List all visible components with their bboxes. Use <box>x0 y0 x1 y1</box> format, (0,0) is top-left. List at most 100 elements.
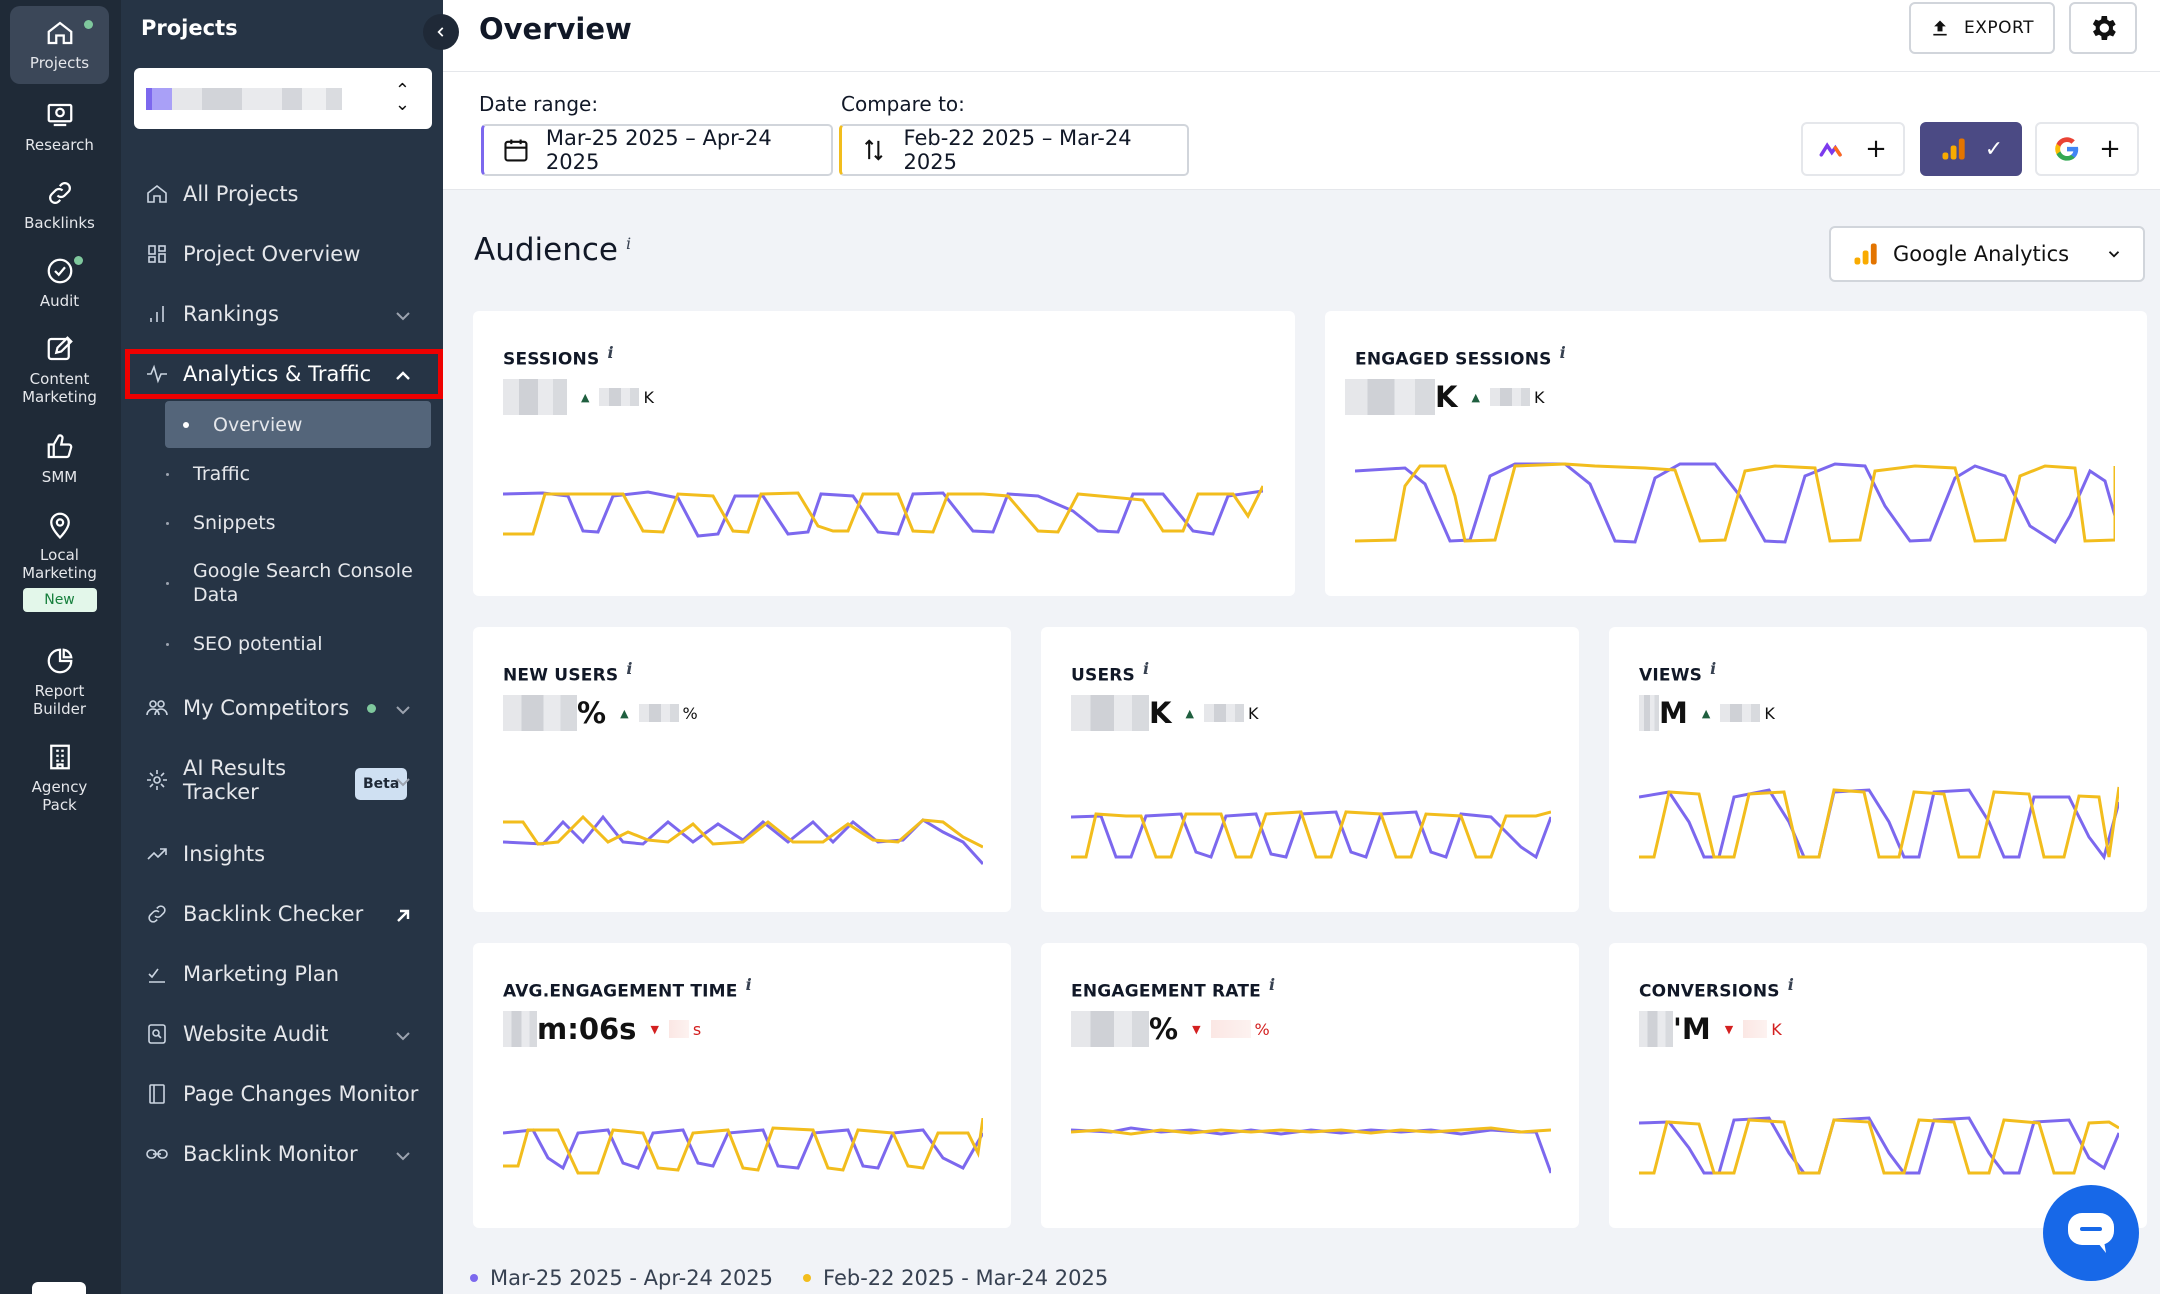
redacted-value <box>1071 695 1149 731</box>
add-semrush-source-button[interactable]: + <box>1801 122 1905 176</box>
nav-label: Analytics & Traffic <box>183 362 372 386</box>
settings-button[interactable] <box>2069 2 2137 54</box>
bullet <box>166 521 169 525</box>
upload-icon <box>1933 20 1947 36</box>
chevron-down-icon <box>396 1152 410 1161</box>
date-range-picker[interactable]: Mar-25 2025 – Apr-24 2025 <box>481 124 833 176</box>
card-value: K ▲ K <box>1345 379 1544 415</box>
card-value: M ▲ K <box>1639 695 1775 731</box>
nav-analytics-traffic[interactable]: Analytics & Traffic <box>145 354 435 394</box>
info-icon[interactable]: i <box>625 233 632 253</box>
change-suffix: K <box>1533 387 1545 407</box>
nav-marketing-plan[interactable]: Marketing Plan <box>145 954 435 994</box>
dashboard-icon <box>148 245 166 263</box>
card-title-text: CONVERSIONS <box>1639 981 1780 1002</box>
views-sparkline <box>1639 786 2119 861</box>
project-selector[interactable]: ⌃ ⌄ <box>134 68 432 129</box>
info-icon[interactable]: i <box>607 343 614 362</box>
subnav-overview[interactable]: Overview <box>165 401 431 448</box>
filter-bar: Date range: Mar-25 2025 – Apr-24 2025 Co… <box>443 72 2160 190</box>
google-analytics-source-button[interactable]: ✓ <box>1920 122 2022 176</box>
nav-page-changes-monitor[interactable]: Page Changes Monitor <box>145 1074 435 1114</box>
info-icon[interactable]: i <box>1710 659 1717 678</box>
metric-card-engagement-rate[interactable]: ENGAGEMENT RATE i % ▼% <box>1041 943 1579 1228</box>
building-icon <box>49 744 70 770</box>
nav-backlink-checker[interactable]: Backlink Checker <box>145 894 435 934</box>
metric-card-users[interactable]: USERS i K ▲ K <box>1041 627 1579 912</box>
subnav-gsc-data[interactable]: Google Search Console Data <box>165 558 431 608</box>
chat-support-button[interactable] <box>2043 1185 2139 1281</box>
nav-website-audit[interactable]: Website Audit <box>145 1014 435 1054</box>
external-link-icon <box>397 909 410 922</box>
metric-card-engaged-sessions[interactable]: ENGAGED SESSIONS i K ▲ K <box>1325 311 2147 596</box>
chevron-down-icon <box>396 706 410 715</box>
subnav-snippets[interactable]: Snippets <box>165 509 431 537</box>
export-button[interactable]: EXPORT <box>1909 2 2055 54</box>
nav-label: Page Changes Monitor <box>183 1082 419 1106</box>
date-range-value: Mar-25 2025 – Apr-24 2025 <box>545 126 772 174</box>
card-title-text: VIEWS <box>1639 665 1703 686</box>
rail-item-backlinks[interactable]: Backlinks <box>10 178 109 232</box>
rail-item-report-builder[interactable]: Report Builder <box>10 646 109 718</box>
rail-item-research[interactable]: Research <box>10 100 109 154</box>
card-value: 'M ▼ K <box>1639 1011 1782 1047</box>
compare-label: Compare to: <box>841 92 965 116</box>
nav-my-competitors[interactable]: My Competitors <box>145 688 435 728</box>
compare-range-picker[interactable]: Feb-22 2025 – Mar-24 2025 <box>839 124 1189 176</box>
bullet <box>166 472 169 476</box>
collapse-sidebar-button[interactable] <box>423 14 459 50</box>
rail-item-label: Content Marketing <box>22 370 97 406</box>
metric-card-conversions[interactable]: CONVERSIONS i 'M ▼ K <box>1609 943 2147 1228</box>
nav-insights[interactable]: Insights <box>145 834 435 874</box>
redacted-change <box>668 1020 689 1038</box>
nav-project-overview[interactable]: Project Overview <box>145 234 435 274</box>
info-icon[interactable]: i <box>626 659 633 678</box>
nav-all-projects[interactable]: All Projects <box>145 174 435 214</box>
projects-sidebar: Projects ⌃ ⌄ All Projects Project Overvie… <box>121 0 459 1294</box>
info-icon[interactable]: i <box>1143 659 1150 678</box>
chevron-down-icon <box>2108 251 2120 258</box>
add-google-source-button[interactable]: + <box>2035 122 2139 176</box>
info-icon[interactable]: i <box>1268 975 1276 994</box>
subnav-traffic[interactable]: Traffic <box>165 460 431 488</box>
rail-item-projects[interactable]: Projects <box>10 6 109 84</box>
change-suffix: K <box>1771 1019 1782 1039</box>
rail-item-agency-pack[interactable]: Agency Pack <box>10 742 109 814</box>
card-title: USERS i <box>1071 659 1149 686</box>
nav-rankings[interactable]: Rankings <box>145 294 435 334</box>
rail-item-label: Audit <box>39 292 80 310</box>
thumbs-up-icon <box>47 434 72 459</box>
card-title: ENGAGED SESSIONS i <box>1355 343 1566 370</box>
rail-item-smm[interactable]: SMM <box>10 432 109 486</box>
compare-range-value: Feb-22 2025 – Mar-24 2025 <box>903 126 1132 174</box>
gear-icon <box>2092 16 2116 40</box>
avg-engagement-time-sparkline <box>503 1118 983 1175</box>
nav-label: Rankings <box>183 302 279 326</box>
card-title-text: NEW USERS <box>503 665 619 686</box>
metric-card-sessions[interactable]: SESSIONS i ▲ K <box>473 311 1295 596</box>
rail-bottom-tab[interactable] <box>32 1282 86 1294</box>
export-label: EXPORT <box>1964 18 2034 38</box>
analytics-source-select[interactable]: Google Analytics <box>1829 226 2145 282</box>
info-icon[interactable]: i <box>745 975 752 994</box>
card-title-text: USERS <box>1071 665 1135 686</box>
change-suffix: s <box>692 1019 702 1039</box>
rail-item-audit[interactable]: Audit <box>10 256 109 310</box>
metric-card-views[interactable]: VIEWS i M ▲ K <box>1609 627 2147 912</box>
metric-card-avg-engagement-time[interactable]: AVG.ENGAGEMENT TIME i m:06s ▼ s <box>473 943 1011 1228</box>
audience-title: Audience i <box>474 232 631 268</box>
rail-item-local-marketing[interactable]: Local Marketing New <box>10 510 109 612</box>
subnav-label: Google Search Console Data <box>193 560 413 606</box>
info-icon[interactable]: i <box>1559 343 1566 362</box>
users-sparkline <box>1071 810 1551 860</box>
legend-swatch-current <box>470 1274 478 1282</box>
metric-card-new-users[interactable]: NEW USERS i % ▲% <box>473 627 1011 912</box>
nav-ai-results-tracker[interactable]: AI Results Tracker Beta <box>145 752 435 808</box>
subnav-seo-potential[interactable]: SEO potential <box>165 630 431 658</box>
nav-backlink-monitor[interactable]: Backlink Monitor <box>145 1134 435 1174</box>
info-icon[interactable]: i <box>1787 975 1794 994</box>
trend-up-icon: ▲ <box>581 390 590 404</box>
redacted-value <box>1071 1011 1149 1047</box>
change-suffix: % <box>1254 1019 1270 1039</box>
rail-item-content-marketing[interactable]: Content Marketing <box>10 334 109 406</box>
